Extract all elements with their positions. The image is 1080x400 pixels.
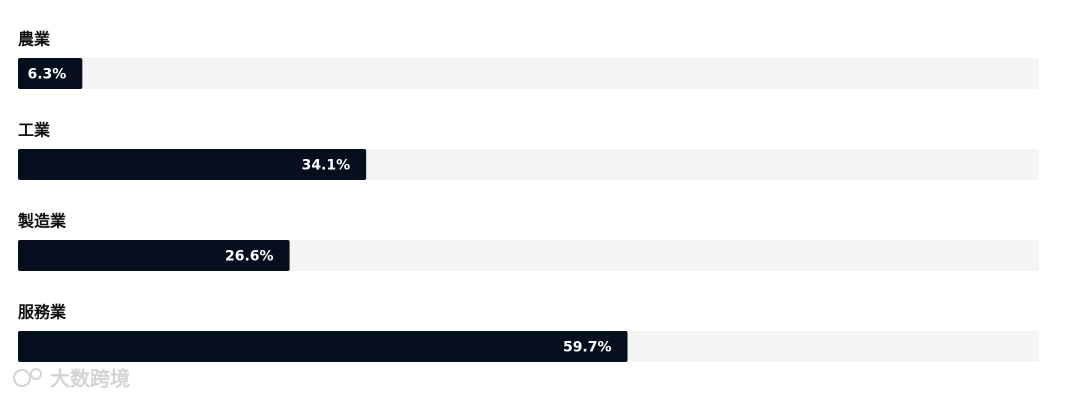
watermark-icon: [30, 368, 42, 380]
category-label: 製造業: [17, 212, 67, 231]
bar: [18, 149, 367, 180]
value-label: 34.1%: [302, 158, 351, 174]
value-label: 6.3%: [27, 67, 66, 83]
category-label: 服務業: [18, 303, 67, 322]
category-label: 農業: [18, 30, 51, 49]
bar: [18, 58, 83, 89]
bar-track: [18, 58, 1039, 89]
watermark-icon: [13, 369, 31, 387]
category-label: 工業: [18, 121, 51, 140]
bar: [18, 331, 628, 362]
watermark: 大数跨境: [50, 367, 130, 391]
value-label: 59.7%: [563, 340, 612, 356]
bar: [18, 240, 290, 271]
value-label: 26.6%: [225, 249, 274, 265]
